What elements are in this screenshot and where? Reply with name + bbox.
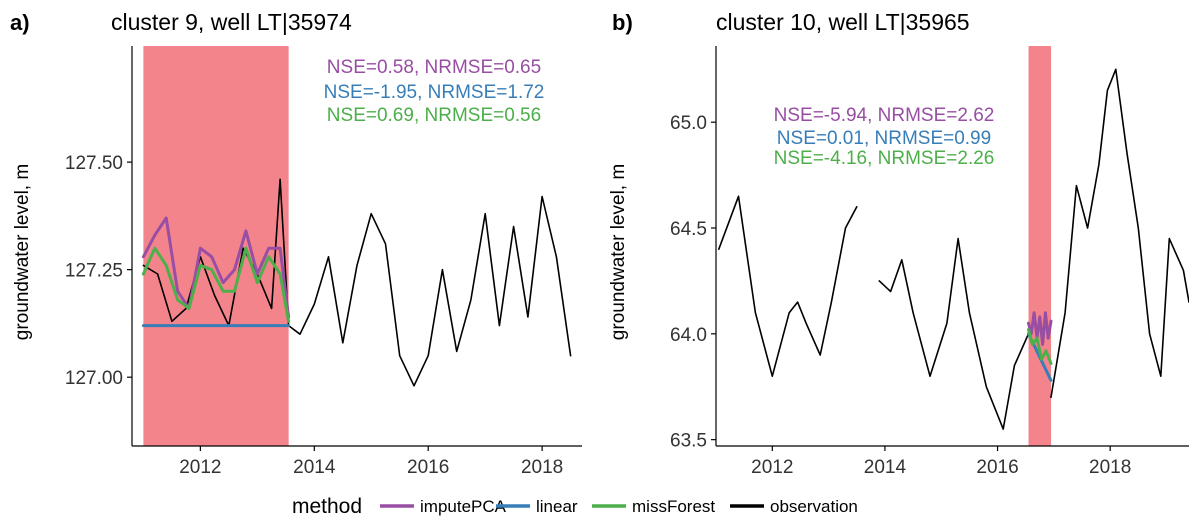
series-line-imputepca — [1027, 311, 1053, 346]
legend-title: method — [292, 495, 362, 518]
metric-annotation-missforest: NSE=-4.16, NRMSE=2.26 — [774, 148, 995, 169]
series-layer — [141, 178, 572, 387]
metric-annotation-linear: NSE=-1.95, NRMSE=1.72 — [324, 82, 545, 103]
legend-label-imputepca: imputePCA — [420, 497, 507, 516]
y-tick-label: 64.0 — [670, 325, 707, 346]
panel-a: 127.00 127.25 127.50 2012 2014 2016 2018 a) c… — [10, 9, 582, 478]
y-tick-label: 65.0 — [670, 113, 707, 134]
metric-annotation-linear: NSE=0.01, NRMSE=0.99 — [777, 128, 991, 149]
y-axis-label: groundwater level, m — [608, 164, 629, 340]
x-tick-label: 2012 — [751, 457, 793, 478]
panel-label: a) — [10, 10, 30, 35]
legend-label-observation: observation — [770, 497, 858, 516]
series-line-observation — [142, 178, 572, 387]
panel-label: b) — [612, 10, 633, 35]
y-tick-label: 127.00 — [65, 368, 123, 389]
panel-title: cluster 10, well LT|35965 — [716, 9, 970, 35]
x-tick-label: 2018 — [521, 457, 563, 478]
series-layer — [718, 68, 1189, 430]
x-tick-label: 2014 — [864, 457, 907, 478]
y-tick-label: 127.25 — [65, 261, 123, 282]
y-ticks: 127.00 127.25 127.50 — [65, 153, 132, 389]
y-ticks: 63.5 64.0 64.5 65.0 — [670, 113, 716, 452]
x-tick-label: 2016 — [976, 457, 1018, 478]
x-ticks: 2012 2014 2016 2018 — [751, 446, 1131, 478]
panel-b: 63.5 64.0 64.5 65.0 2012 2014 2016 2018 b) clu… — [608, 9, 1189, 478]
series-line-observation — [718, 68, 1189, 430]
legend-label-linear: linear — [536, 497, 578, 516]
metric-annotation-imputepca: NSE=-5.94, NRMSE=2.62 — [774, 105, 995, 126]
metric-annotation-missforest: NSE=0.69, NRMSE=0.56 — [327, 105, 541, 126]
x-tick-label: 2018 — [1089, 457, 1131, 478]
gap-period-band — [1028, 46, 1052, 446]
x-tick-label: 2014 — [293, 457, 336, 478]
panel-title: cluster 9, well LT|35974 — [111, 9, 352, 35]
x-tick-label: 2012 — [179, 457, 221, 478]
legend: method imputePCA linear missForest obser… — [292, 495, 858, 518]
legend-label-missforest: missForest — [632, 497, 715, 516]
y-axis-label: groundwater level, m — [12, 164, 33, 340]
x-ticks: 2012 2014 2016 2018 — [179, 446, 563, 478]
gap-period-band — [143, 46, 289, 446]
series-line-imputepca — [141, 216, 291, 319]
y-tick-label: 63.5 — [670, 431, 707, 452]
series-line-missforest — [141, 246, 291, 323]
x-tick-label: 2016 — [407, 457, 449, 478]
y-tick-label: 64.5 — [670, 219, 707, 240]
series-line-missforest — [1027, 328, 1053, 365]
y-tick-label: 127.50 — [65, 153, 123, 174]
metric-annotation-imputepca: NSE=0.58, NRMSE=0.65 — [327, 57, 541, 78]
